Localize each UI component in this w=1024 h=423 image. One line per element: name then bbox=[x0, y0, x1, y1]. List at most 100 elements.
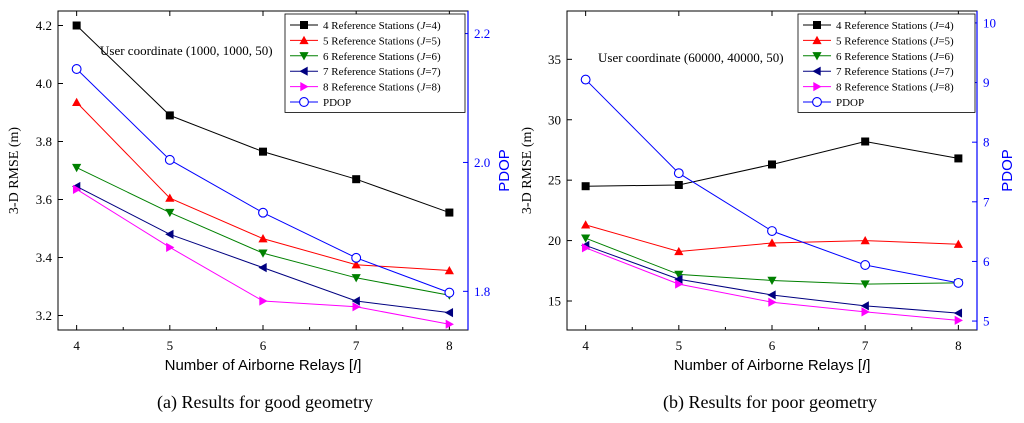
legend-label: 4 Reference Stations (J=4) bbox=[836, 20, 954, 32]
y2-tick-label: 1.8 bbox=[474, 284, 490, 299]
x-tick-label: 6 bbox=[260, 338, 267, 353]
data-point bbox=[861, 307, 870, 317]
y-axis-title: 3-D RMSE (m) bbox=[520, 127, 535, 214]
legend-marker bbox=[813, 82, 822, 92]
legend-label: 7 Reference Stations (J=7) bbox=[323, 66, 441, 78]
data-point bbox=[581, 220, 591, 229]
y-tick-label: 3.6 bbox=[36, 192, 53, 207]
x-tick-label: 7 bbox=[862, 338, 869, 353]
data-point bbox=[860, 235, 870, 245]
data-point bbox=[580, 74, 591, 85]
data-point bbox=[166, 242, 175, 252]
data-point bbox=[953, 239, 963, 248]
legend-marker bbox=[812, 97, 822, 107]
x-tick-label: 4 bbox=[582, 338, 589, 353]
chart-panel-b: 4 5 6 7 8 15 20 25 30 35 5 6 7 8 9 10 3-D RMSE (m) PDOP Nu… bbox=[520, 10, 1016, 413]
x-tick-label: 6 bbox=[769, 338, 776, 353]
legend-label: PDOP bbox=[323, 97, 351, 109]
data-point bbox=[767, 226, 777, 236]
legend-label: 7 Reference Stations (J=7) bbox=[836, 66, 954, 78]
x-axis-title: Number of Airborne Relays [I] bbox=[674, 357, 871, 374]
y2-axis-title: PDOP bbox=[496, 149, 513, 192]
legend: 4 Reference Stations (J=4) 5 Reference St… bbox=[284, 13, 466, 113]
data-point bbox=[767, 290, 776, 300]
legend-marker bbox=[299, 66, 308, 76]
y-tick-label: 3.4 bbox=[36, 250, 53, 265]
data-point bbox=[258, 234, 268, 243]
data-point bbox=[258, 263, 267, 273]
figure-caption: (b) Results for poor geometry bbox=[663, 392, 877, 413]
data-point bbox=[581, 243, 591, 253]
y-tick-label: 35 bbox=[548, 52, 561, 67]
data-point bbox=[259, 147, 267, 156]
x-tick-label: 8 bbox=[446, 338, 453, 353]
y2-tick-label: 2.0 bbox=[474, 155, 490, 170]
data-point bbox=[352, 175, 361, 184]
x-axis-title: Number of Airborne Relays [I] bbox=[165, 357, 362, 374]
data-point bbox=[674, 270, 684, 280]
data-point bbox=[768, 160, 776, 169]
data-point bbox=[445, 319, 454, 329]
data-point bbox=[444, 287, 455, 298]
y-tick-label: 20 bbox=[548, 233, 561, 248]
data-point bbox=[72, 97, 82, 107]
y2-tick-label: 8 bbox=[983, 135, 990, 150]
data-point bbox=[351, 252, 362, 263]
legend-marker bbox=[299, 52, 309, 61]
x-tick-label: 4 bbox=[73, 338, 80, 353]
y2-tick-label: 2.2 bbox=[474, 26, 490, 41]
y2-tick-label: 5 bbox=[983, 314, 990, 329]
legend-label: 8 Reference Stations (J=8) bbox=[836, 82, 954, 94]
data-point bbox=[673, 168, 684, 179]
data-point bbox=[165, 111, 174, 120]
y2-tick-label: 6 bbox=[983, 254, 990, 269]
y-tick-label: 3.2 bbox=[36, 308, 52, 323]
y-axis-title: 3-D RMSE (m) bbox=[7, 127, 22, 214]
legend-label: PDOP bbox=[836, 97, 864, 109]
legend-label: 6 Reference Stations (J=6) bbox=[323, 51, 441, 63]
data-point bbox=[258, 249, 268, 258]
data-point bbox=[351, 296, 360, 306]
y-tick-label: 15 bbox=[548, 294, 561, 309]
figure-caption: (a) Results for good geometry bbox=[157, 392, 373, 413]
legend-label: 5 Reference Stations (J=5) bbox=[323, 35, 441, 47]
data-point bbox=[953, 308, 963, 318]
legend-box bbox=[284, 13, 466, 113]
data-point bbox=[768, 297, 777, 307]
legend-label: 4 Reference Stations (J=4) bbox=[323, 20, 441, 32]
legend-label: 8 Reference Stations (J=8) bbox=[323, 82, 441, 94]
x-tick-label: 8 bbox=[955, 338, 962, 353]
legend-marker bbox=[300, 82, 309, 92]
data-point bbox=[954, 154, 963, 163]
user-coordinate-annotation: User coordinate (60000, 40000, 50) bbox=[598, 50, 784, 65]
data-point bbox=[767, 276, 777, 286]
legend-marker bbox=[812, 66, 821, 76]
y2-tick-label: 9 bbox=[983, 75, 990, 90]
data-point bbox=[860, 301, 869, 311]
data-point bbox=[165, 193, 175, 202]
data-point bbox=[352, 302, 361, 312]
x-tick-label: 5 bbox=[676, 338, 683, 353]
x-tick-label: 7 bbox=[353, 338, 360, 353]
data-point bbox=[674, 274, 683, 284]
y-tick-label: 4.0 bbox=[36, 76, 52, 91]
legend: 4 Reference Stations (J=4) 5 Reference St… bbox=[797, 13, 976, 113]
data-point bbox=[767, 238, 777, 247]
data-point bbox=[861, 137, 870, 146]
data-point bbox=[675, 279, 684, 289]
data-point bbox=[165, 229, 174, 239]
data-point bbox=[674, 181, 683, 189]
legend-marker bbox=[299, 97, 309, 107]
data-point bbox=[351, 260, 361, 269]
data-point bbox=[581, 182, 590, 191]
data-point bbox=[954, 315, 963, 325]
data-point bbox=[445, 208, 454, 217]
data-point bbox=[860, 260, 871, 270]
data-point bbox=[860, 280, 870, 289]
data-point bbox=[72, 184, 82, 194]
series-line-2 bbox=[76, 167, 450, 296]
series-line-1 bbox=[76, 102, 450, 272]
data-point bbox=[351, 274, 361, 283]
data-point bbox=[165, 208, 175, 218]
